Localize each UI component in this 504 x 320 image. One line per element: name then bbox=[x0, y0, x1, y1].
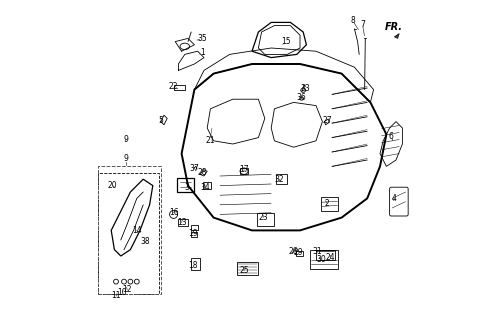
Text: 16: 16 bbox=[169, 208, 178, 217]
Bar bbox=[98, 166, 161, 294]
Text: 28: 28 bbox=[198, 168, 207, 177]
Text: 20: 20 bbox=[108, 181, 117, 190]
Text: 27: 27 bbox=[323, 116, 332, 124]
Text: 5: 5 bbox=[158, 116, 163, 124]
Bar bbox=[309, 250, 338, 269]
Text: 6: 6 bbox=[389, 132, 394, 140]
Text: 21: 21 bbox=[206, 136, 215, 145]
Text: 35: 35 bbox=[198, 34, 207, 43]
Text: FR.: FR. bbox=[385, 22, 403, 32]
Bar bbox=[191, 232, 197, 237]
Text: 17: 17 bbox=[239, 165, 249, 174]
Text: 11: 11 bbox=[111, 292, 121, 300]
Bar bbox=[98, 173, 159, 294]
Text: 24: 24 bbox=[326, 253, 335, 262]
Text: 15: 15 bbox=[281, 37, 290, 46]
Text: 31: 31 bbox=[313, 247, 323, 256]
Text: 25: 25 bbox=[239, 266, 249, 275]
Bar bbox=[257, 213, 274, 226]
Bar bbox=[191, 258, 200, 270]
Text: 7: 7 bbox=[360, 20, 365, 28]
Polygon shape bbox=[395, 34, 399, 38]
Text: 3: 3 bbox=[184, 183, 189, 192]
Text: 38: 38 bbox=[140, 237, 150, 246]
Text: 34: 34 bbox=[201, 183, 211, 192]
Text: 22: 22 bbox=[169, 82, 178, 91]
Bar bbox=[178, 219, 188, 226]
Text: 36: 36 bbox=[297, 93, 306, 102]
Bar bbox=[191, 225, 198, 230]
Bar bbox=[237, 262, 258, 275]
Text: 12: 12 bbox=[122, 285, 132, 294]
Bar bbox=[321, 197, 338, 211]
Text: 26: 26 bbox=[289, 247, 298, 256]
Bar bbox=[203, 182, 211, 189]
Text: 18: 18 bbox=[188, 261, 198, 270]
Bar bbox=[316, 250, 335, 260]
Bar bbox=[296, 251, 303, 256]
Text: 32: 32 bbox=[274, 175, 284, 184]
Bar bbox=[177, 178, 195, 192]
Text: 1: 1 bbox=[200, 48, 205, 57]
Text: 23: 23 bbox=[259, 213, 268, 222]
Text: 10: 10 bbox=[117, 288, 127, 297]
Text: 8: 8 bbox=[350, 16, 355, 25]
Bar bbox=[276, 174, 287, 184]
Text: 30: 30 bbox=[316, 255, 326, 264]
Text: 4: 4 bbox=[392, 194, 397, 203]
Text: 13: 13 bbox=[177, 218, 186, 227]
Text: 29: 29 bbox=[294, 248, 303, 257]
Text: 9: 9 bbox=[123, 154, 128, 163]
Bar bbox=[240, 168, 248, 174]
Text: 2: 2 bbox=[325, 199, 330, 208]
Text: 19: 19 bbox=[188, 229, 198, 238]
Bar bbox=[173, 85, 185, 90]
Text: 37: 37 bbox=[190, 164, 199, 172]
Text: 14: 14 bbox=[132, 226, 142, 235]
Text: 9: 9 bbox=[123, 135, 128, 144]
Text: 33: 33 bbox=[300, 84, 309, 92]
